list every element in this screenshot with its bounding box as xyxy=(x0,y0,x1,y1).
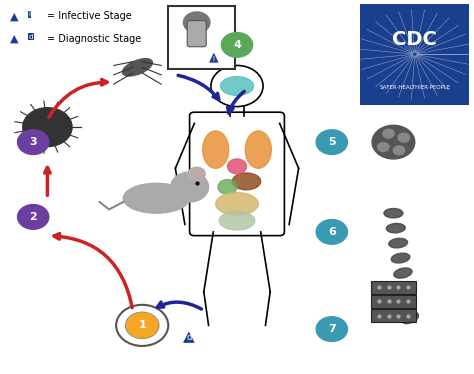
FancyBboxPatch shape xyxy=(371,280,416,294)
Ellipse shape xyxy=(203,131,228,168)
Text: CDC: CDC xyxy=(392,30,437,49)
Text: d: d xyxy=(187,333,192,342)
Circle shape xyxy=(23,108,72,147)
Circle shape xyxy=(18,205,49,229)
Text: 2: 2 xyxy=(29,212,37,222)
Text: 4: 4 xyxy=(233,40,241,50)
Circle shape xyxy=(127,313,158,338)
Text: 5: 5 xyxy=(328,137,336,147)
Circle shape xyxy=(316,130,347,154)
Ellipse shape xyxy=(123,183,190,213)
Text: d: d xyxy=(28,34,33,40)
Circle shape xyxy=(398,133,410,142)
Text: ▲: ▲ xyxy=(182,329,194,344)
Text: SAFER·HEALTHIER·PEOPLE: SAFER·HEALTHIER·PEOPLE xyxy=(379,85,450,91)
Circle shape xyxy=(316,220,347,244)
Circle shape xyxy=(378,142,389,151)
Text: ▲: ▲ xyxy=(209,50,218,64)
Circle shape xyxy=(183,12,210,33)
Circle shape xyxy=(383,129,394,138)
Ellipse shape xyxy=(219,211,255,230)
Ellipse shape xyxy=(399,297,416,309)
Text: 6: 6 xyxy=(328,227,336,237)
Circle shape xyxy=(393,146,405,155)
Ellipse shape xyxy=(384,209,403,218)
Ellipse shape xyxy=(394,268,412,278)
FancyBboxPatch shape xyxy=(168,6,235,69)
Text: 7: 7 xyxy=(328,324,336,334)
Ellipse shape xyxy=(220,77,254,95)
Circle shape xyxy=(316,317,347,341)
Circle shape xyxy=(372,125,415,159)
Ellipse shape xyxy=(396,283,414,293)
FancyBboxPatch shape xyxy=(187,21,206,47)
Circle shape xyxy=(18,130,49,154)
Text: 3: 3 xyxy=(29,137,37,147)
Ellipse shape xyxy=(218,180,237,194)
Circle shape xyxy=(188,167,205,181)
Ellipse shape xyxy=(386,223,405,233)
Ellipse shape xyxy=(122,59,153,76)
FancyBboxPatch shape xyxy=(371,309,416,322)
Text: i: i xyxy=(28,11,30,17)
Text: 1: 1 xyxy=(138,321,146,330)
FancyBboxPatch shape xyxy=(371,295,416,308)
Circle shape xyxy=(171,172,209,202)
Ellipse shape xyxy=(389,238,408,248)
Text: ▲: ▲ xyxy=(9,11,18,21)
Ellipse shape xyxy=(391,253,410,263)
Text: = Diagnostic Stage: = Diagnostic Stage xyxy=(47,34,142,44)
Text: i: i xyxy=(212,56,214,62)
FancyBboxPatch shape xyxy=(360,4,469,105)
Text: ▲: ▲ xyxy=(9,34,18,44)
Ellipse shape xyxy=(401,312,419,324)
Circle shape xyxy=(221,33,253,57)
Ellipse shape xyxy=(246,131,272,168)
Ellipse shape xyxy=(216,193,258,215)
Text: = Infective Stage: = Infective Stage xyxy=(47,11,132,21)
Ellipse shape xyxy=(228,159,246,174)
Ellipse shape xyxy=(232,173,261,190)
